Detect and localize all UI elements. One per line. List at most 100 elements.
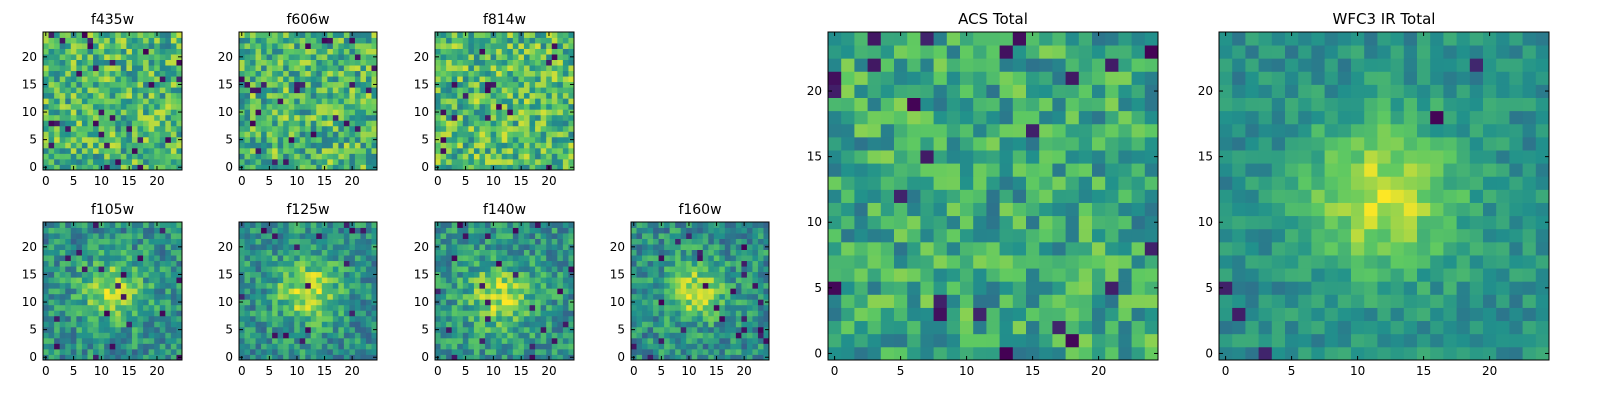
- heatmap-cell: [841, 203, 855, 217]
- heatmap-cell: [54, 43, 60, 49]
- heatmap-cell: [518, 321, 524, 327]
- heatmap-cell: [360, 153, 366, 159]
- heatmap-cell: [327, 288, 333, 294]
- heatmap-cell: [278, 222, 284, 228]
- heatmap-cell: [104, 239, 110, 245]
- heatmap-cell: [934, 334, 948, 348]
- heatmap-cell: [43, 266, 49, 272]
- heatmap-cell: [546, 299, 552, 305]
- heatmap-cell: [149, 38, 155, 44]
- heatmap-cell: [960, 216, 974, 230]
- heatmap-cell: [730, 261, 736, 267]
- heatmap-cell: [1092, 229, 1106, 243]
- heatmap-cell: [960, 150, 974, 164]
- heatmap-cell: [637, 233, 643, 239]
- heatmap-cell: [49, 255, 55, 261]
- heatmap-cell: [736, 233, 742, 239]
- heatmap-cell: [366, 239, 372, 245]
- heatmap-cell: [552, 255, 558, 261]
- heatmap-cell: [250, 299, 256, 305]
- heatmap-cell: [557, 255, 563, 261]
- heatmap-cell: [530, 142, 536, 148]
- heatmap-cell: [479, 261, 485, 267]
- heatmap-cell: [546, 49, 552, 55]
- heatmap-cell: [160, 321, 166, 327]
- heatmap-cell: [496, 321, 502, 327]
- heatmap-cell: [642, 305, 648, 311]
- heatmap-cell: [115, 272, 121, 278]
- x-tick-label: 20: [149, 174, 164, 188]
- heatmap-cell: [457, 316, 463, 322]
- heatmap-cell: [653, 316, 659, 322]
- heatmap-cell: [261, 115, 267, 121]
- heatmap-cell: [868, 150, 882, 164]
- heatmap-cell: [294, 288, 300, 294]
- heatmap-cell: [43, 343, 49, 349]
- heatmap-cell: [143, 115, 149, 121]
- heatmap-cell: [854, 189, 868, 203]
- heatmap-cell: [485, 120, 491, 126]
- heatmap-cell: [468, 65, 474, 71]
- heatmap-cell: [681, 338, 687, 344]
- heatmap-cell: [524, 305, 530, 311]
- y-tick-label: 0: [29, 350, 37, 364]
- heatmap-cell: [283, 266, 289, 272]
- heatmap-cell: [82, 283, 88, 289]
- heatmap-cell: [104, 255, 110, 261]
- heatmap-cell: [530, 343, 536, 349]
- heatmap-cell: [267, 120, 273, 126]
- heatmap-cell: [692, 272, 698, 278]
- heatmap-cell: [485, 349, 491, 355]
- heatmap-cell: [294, 104, 300, 110]
- heatmap-cell: [714, 332, 720, 338]
- heatmap-cell: [894, 229, 908, 243]
- heatmap-cell: [87, 332, 93, 338]
- heatmap-cell: [250, 109, 256, 115]
- heatmap-cell: [491, 239, 497, 245]
- heatmap-cell: [366, 104, 372, 110]
- heatmap-cell: [283, 316, 289, 322]
- heatmap-cell: [360, 288, 366, 294]
- heatmap-cell: [160, 142, 166, 148]
- heatmap-cell: [1079, 281, 1093, 295]
- heatmap-cell: [697, 349, 703, 355]
- heatmap-cell: [518, 109, 524, 115]
- heatmap-cell: [1132, 347, 1146, 361]
- heatmap-cell: [530, 65, 536, 71]
- heatmap-cell: [474, 272, 480, 278]
- heatmap-cell: [154, 76, 160, 82]
- heatmap-cell: [557, 82, 563, 88]
- heatmap-cell: [513, 32, 519, 38]
- heatmap-cell: [300, 137, 306, 143]
- heatmap-cell: [452, 239, 458, 245]
- heatmap-cell: [349, 115, 355, 121]
- heatmap-cell: [686, 321, 692, 327]
- heatmap-cell: [502, 255, 508, 261]
- x-tick-label: 15: [317, 364, 332, 378]
- heatmap-cell: [71, 104, 77, 110]
- heatmap-cell: [65, 71, 71, 77]
- heatmap-cell: [305, 82, 311, 88]
- heatmap-cell: [725, 250, 731, 256]
- heatmap-cell: [653, 266, 659, 272]
- heatmap-cell: [115, 82, 121, 88]
- heatmap-cell: [681, 255, 687, 261]
- heatmap-cell: [143, 343, 149, 349]
- heatmap-cell: [355, 49, 361, 55]
- heatmap-cell: [283, 321, 289, 327]
- heatmap-cell: [76, 148, 82, 154]
- heatmap-cell: [881, 321, 895, 335]
- x-tick-label: 0: [42, 174, 50, 188]
- heatmap-cell: [305, 153, 311, 159]
- heatmap-cell: [463, 93, 469, 99]
- heatmap-cell: [752, 228, 758, 234]
- heatmap-cell: [535, 49, 541, 55]
- heatmap-cell: [355, 244, 361, 250]
- heatmap-cell: [76, 299, 82, 305]
- heatmap-cell: [87, 321, 93, 327]
- heatmap-cell: [71, 228, 77, 234]
- heatmap-cell: [736, 294, 742, 300]
- heatmap-cell: [474, 310, 480, 316]
- heatmap-cell: [344, 131, 350, 137]
